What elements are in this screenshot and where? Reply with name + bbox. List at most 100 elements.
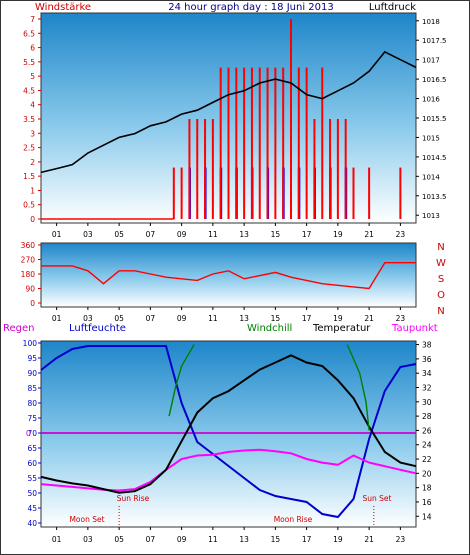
y-left-tick-label: 100	[23, 339, 38, 348]
compass-label: N	[437, 242, 444, 253]
sun-rise-label: Sun Rise	[117, 494, 150, 503]
y-left-tick-label: 4	[30, 101, 35, 110]
legend-taupunkt: Taupunkt	[391, 323, 438, 334]
wind-bar	[243, 67, 246, 219]
x-tick-label: 21	[364, 314, 374, 323]
x-tick-label: 17	[302, 535, 312, 544]
x-tick-label: 03	[83, 314, 93, 323]
wind-axis-title: Windstärke	[35, 2, 91, 13]
x-tick-label: 15	[271, 230, 281, 239]
legend-temperatur: Temperatur	[312, 323, 371, 334]
y-left-tick-label: 3.5	[23, 115, 35, 124]
legend-luftfeuchte: Luftfeuchte	[69, 323, 126, 334]
y-left-tick-label: 90	[25, 285, 35, 294]
wind-bar	[258, 67, 261, 219]
wind-bar	[204, 119, 207, 219]
x-tick-label: 07	[146, 230, 156, 239]
y-left-tick-label: 50	[27, 489, 37, 498]
y-right-tick-label: 1016	[422, 96, 440, 104]
x-tick-label: 03	[83, 230, 93, 239]
wind-bar	[274, 67, 277, 219]
x-tick-label: 23	[396, 535, 406, 544]
wind-bar	[344, 119, 347, 219]
compass-label: S	[438, 274, 444, 285]
y-left-tick-label: 80	[27, 399, 37, 408]
y-left-tick-label: 2	[30, 158, 35, 167]
pressure-line	[40, 50, 417, 174]
wind-bar	[290, 19, 292, 219]
x-tick-label: 23	[396, 230, 406, 239]
x-tick-label: 09	[177, 535, 187, 544]
wind-bar	[219, 67, 222, 219]
wind-bar	[211, 119, 214, 219]
x-tick-label: 05	[114, 535, 124, 544]
y-left-tick-label: 90	[27, 369, 37, 378]
y-left-tick-label: 85	[27, 384, 37, 393]
panel-temp-humidity-background	[40, 340, 417, 528]
moon-rise-label: Moon Rise	[274, 515, 313, 524]
x-tick-label: 21	[364, 230, 374, 239]
wind-bar	[368, 167, 371, 219]
y-left-tick-label: 2.5	[23, 144, 35, 153]
y-right-tick-label: 18	[422, 484, 432, 493]
x-tick-label: 13	[239, 230, 249, 239]
y-left-tick-label: 7	[30, 15, 35, 24]
x-tick-label: 07	[146, 314, 156, 323]
x-tick-label: 17	[302, 230, 312, 239]
y-right-tick-label: 1014.5	[422, 154, 447, 162]
y-left-tick-label: 55	[27, 474, 37, 483]
y-left-tick-label: 360	[21, 241, 36, 250]
wind-bar	[172, 167, 175, 219]
y-right-tick-label: 1017	[422, 57, 440, 65]
x-tick-label: 23	[396, 314, 406, 323]
rain-value-label: 0	[26, 429, 31, 438]
x-tick-label: 11	[208, 314, 218, 323]
temperature-line	[40, 354, 417, 494]
wind-bar	[321, 67, 324, 219]
y-left-tick-label: 3	[30, 129, 35, 138]
y-right-tick-label: 28	[422, 412, 432, 421]
legend-windchill: Windchill	[247, 323, 292, 334]
wind-bar	[399, 167, 402, 219]
y-left-tick-label: 6.5	[23, 29, 35, 38]
y-right-tick-label: 34	[422, 369, 432, 378]
y-left-tick-label: 95	[27, 354, 37, 363]
y-right-tick-label: 24	[422, 441, 432, 450]
wind-bar	[329, 119, 332, 219]
y-left-tick-label: 45	[27, 504, 37, 513]
wind-bar	[282, 67, 285, 219]
y-right-tick-label: 1013	[422, 212, 440, 220]
wind-bar	[313, 119, 316, 219]
y-left-tick-label: 75	[27, 414, 37, 423]
x-tick-label: 19	[333, 230, 343, 239]
y-left-tick-label: 1	[30, 186, 35, 195]
x-tick-label: 11	[208, 230, 218, 239]
x-tick-label: 07	[146, 535, 156, 544]
moon-set-label: Moon Set	[69, 515, 104, 524]
x-tick-label: 09	[177, 230, 187, 239]
y-left-tick-label: 0.5	[23, 201, 35, 210]
y-left-tick-label: 5	[30, 72, 35, 81]
x-tick-label: 19	[333, 314, 343, 323]
x-tick-label: 01	[52, 314, 62, 323]
wind-bar	[188, 119, 191, 219]
y-right-tick-label: 1013.5	[422, 193, 447, 201]
y-left-tick-label: 270	[21, 256, 36, 265]
y-right-tick-label: 1018	[422, 18, 440, 26]
humidity-line	[40, 345, 417, 519]
y-left-tick-label: 40	[27, 519, 37, 528]
y-left-tick-label: 0	[30, 299, 35, 308]
y-left-tick-label: 5.5	[23, 58, 35, 67]
x-tick-label: 09	[177, 314, 187, 323]
y-right-tick-label: 36	[422, 355, 432, 364]
y-right-tick-label: 38	[422, 341, 432, 350]
y-right-tick-label: 1016.5	[422, 76, 447, 84]
x-tick-label: 01	[52, 230, 62, 239]
y-right-tick-label: 26	[422, 426, 432, 435]
wind-bar	[352, 167, 355, 219]
wind-bar	[196, 119, 199, 219]
x-tick-label: 17	[302, 314, 312, 323]
x-tick-label: 13	[239, 314, 249, 323]
x-tick-label: 21	[364, 535, 374, 544]
